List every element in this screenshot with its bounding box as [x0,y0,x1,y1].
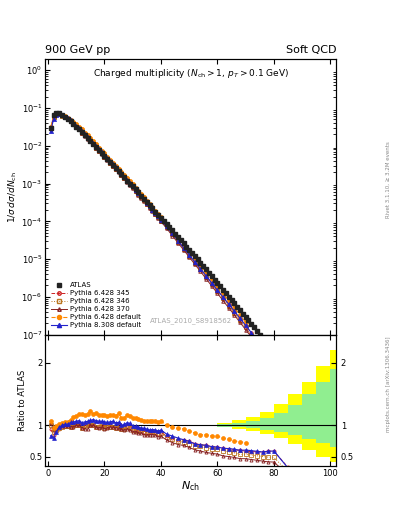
X-axis label: $N_\mathrm{ch}$: $N_\mathrm{ch}$ [181,479,200,493]
Text: ATLAS_2010_S8918562: ATLAS_2010_S8918562 [150,317,231,324]
Text: Charged multiplicity ($N_\mathrm{ch} > 1,\,p_T > 0.1$ GeV): Charged multiplicity ($N_\mathrm{ch} > 1… [92,67,289,80]
Y-axis label: Ratio to ATLAS: Ratio to ATLAS [18,370,26,431]
Text: mcplots.cern.ch [arXiv:1306.3436]: mcplots.cern.ch [arXiv:1306.3436] [386,336,391,432]
Legend: ATLAS, Pythia 6.428 345, Pythia 6.428 346, Pythia 6.428 370, Pythia 6.428 defaul: ATLAS, Pythia 6.428 345, Pythia 6.428 34… [49,279,143,331]
Text: Rivet 3.1.10, ≥ 3.2M events: Rivet 3.1.10, ≥ 3.2M events [386,141,391,218]
Text: Soft QCD: Soft QCD [286,45,336,55]
Y-axis label: $1/\sigma\,d\sigma/dN_\mathrm{ch}$: $1/\sigma\,d\sigma/dN_\mathrm{ch}$ [6,171,18,223]
Text: 900 GeV pp: 900 GeV pp [45,45,110,55]
